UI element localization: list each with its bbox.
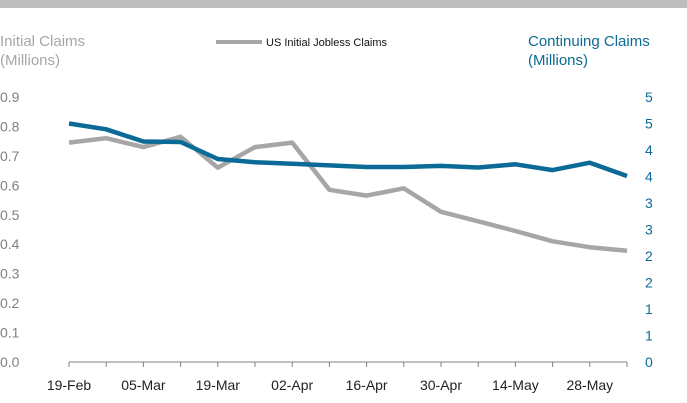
right-tick-label: 4: [645, 169, 653, 185]
x-tick-label: 19-Feb: [47, 377, 92, 393]
left-tick-label: 0.7: [0, 148, 20, 164]
continuing-claims-line: [68, 121, 628, 179]
legend-label: US Initial Jobless Claims: [266, 37, 388, 49]
right-axis-title-line2: (Millions): [528, 52, 588, 69]
initial-claims-line: [68, 134, 628, 253]
right-tick-label: 5: [645, 116, 653, 132]
right-tick-label: 2: [645, 275, 653, 291]
x-tick-label: 02-Apr: [271, 377, 313, 393]
left-tick-label: 0.3: [0, 266, 20, 282]
x-tick-label: 19-Mar: [196, 377, 241, 393]
axes-group: 19-Feb 05-Mar 19-Mar 02-Apr 16-Apr 30-Apr 14-M…: [0, 89, 653, 393]
series-group: [68, 121, 628, 253]
top-banner-bar: [0, 0, 687, 8]
right-tick-label: 1: [645, 301, 653, 317]
right-tick-label: 4: [645, 142, 653, 158]
right-tick-label: 0: [645, 354, 653, 370]
right-tick-label: 2: [645, 248, 653, 264]
left-tick-label: 0.2: [0, 295, 20, 311]
left-tick-label: 0.6: [0, 177, 20, 193]
left-tick-label: 0.8: [0, 118, 20, 134]
x-tick-label: 14-May: [492, 377, 539, 393]
right-axis-title-line1: Continuing Claims: [528, 33, 650, 50]
x-tick-label: 30-Apr: [420, 377, 462, 393]
x-tick-label: 16-Apr: [346, 377, 388, 393]
left-axis-title-line2: (Millions): [0, 52, 60, 69]
right-tick-label: 3: [645, 222, 653, 238]
left-tick-label: 0.9: [0, 89, 20, 105]
x-tick-label: 05-Mar: [121, 377, 166, 393]
right-tick-label: 3: [645, 195, 653, 211]
left-tick-label: 0.5: [0, 207, 20, 223]
right-tick-label: 5: [645, 89, 653, 105]
x-tick-label: 28-May: [566, 377, 613, 393]
left-tick-label: 0.4: [0, 236, 20, 252]
left-tick-label: 0.0: [0, 354, 20, 370]
right-tick-label: 1: [645, 328, 653, 344]
left-tick-label: 0.1: [0, 325, 20, 341]
left-axis-title-line1: Initial Claims: [0, 33, 85, 50]
